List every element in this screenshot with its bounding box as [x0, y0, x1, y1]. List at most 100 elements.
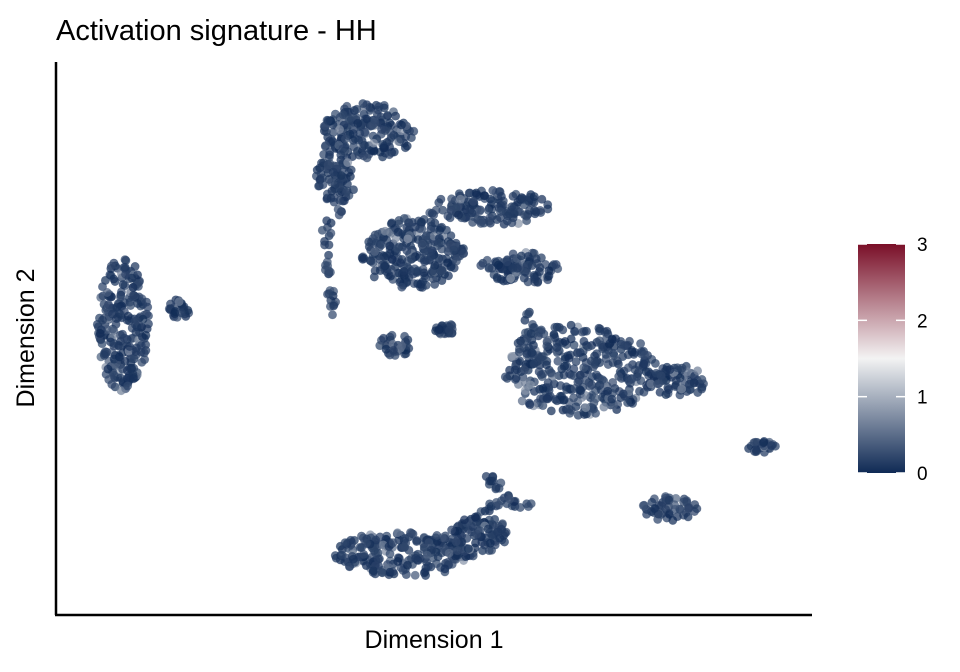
- data-point: [636, 376, 646, 386]
- colorbar-ticks: 0 1 2 3: [858, 235, 928, 485]
- data-point: [361, 538, 371, 548]
- data-point: [387, 218, 397, 228]
- data-point: [656, 371, 666, 381]
- data-point: [402, 141, 412, 151]
- data-point: [364, 237, 374, 247]
- data-point: [514, 347, 524, 357]
- data-point: [176, 308, 186, 318]
- data-point: [538, 401, 548, 411]
- data-point: [141, 330, 151, 340]
- data-point: [327, 137, 337, 147]
- data-point: [623, 398, 633, 408]
- data-point: [510, 374, 520, 384]
- data-point: [370, 115, 380, 125]
- data-point: [136, 340, 146, 350]
- data-point: [517, 396, 527, 406]
- data-point: [123, 381, 133, 391]
- data-point: [493, 260, 503, 270]
- data-point: [529, 192, 539, 202]
- data-point: [325, 150, 335, 160]
- data-point: [97, 339, 107, 349]
- data-point: [400, 533, 410, 543]
- data-point: [493, 527, 503, 537]
- data-point: [98, 315, 108, 325]
- points-layer: [92, 99, 780, 580]
- data-point: [446, 206, 456, 216]
- data-point: [353, 118, 363, 128]
- data-point: [412, 536, 422, 546]
- data-point: [534, 367, 544, 377]
- data-point: [562, 385, 572, 395]
- data-point: [329, 301, 339, 311]
- data-point: [114, 341, 124, 351]
- data-point: [375, 255, 385, 265]
- data-point: [359, 140, 369, 150]
- data-point: [107, 379, 117, 389]
- data-point: [664, 385, 674, 395]
- data-point: [530, 274, 540, 284]
- data-point: [618, 389, 628, 399]
- data-point: [410, 222, 420, 232]
- data-point: [437, 276, 447, 286]
- data-point: [370, 247, 380, 257]
- data-point: [420, 257, 430, 267]
- data-point: [369, 138, 379, 148]
- data-point: [317, 225, 327, 235]
- data-point: [599, 402, 609, 412]
- data-point: [129, 290, 139, 300]
- y-axis-title: Dimension 2: [12, 269, 40, 408]
- data-point: [543, 394, 553, 404]
- data-point: [335, 125, 345, 135]
- data-point: [380, 261, 390, 271]
- data-point: [669, 500, 679, 510]
- data-point: [341, 188, 351, 198]
- x-axis-title: Dimension 1: [365, 626, 504, 654]
- data-point: [405, 528, 415, 538]
- data-point: [551, 259, 561, 269]
- data-point: [126, 300, 136, 310]
- data-point: [507, 351, 517, 361]
- data-point: [399, 266, 409, 276]
- data-point: [388, 345, 398, 355]
- data-point: [395, 258, 405, 268]
- data-point: [434, 238, 444, 248]
- data-point: [636, 339, 646, 349]
- data-point: [393, 556, 403, 566]
- data-point: [759, 438, 769, 448]
- data-point: [116, 386, 126, 396]
- data-point: [327, 310, 337, 320]
- data-point: [559, 395, 569, 405]
- data-point: [98, 282, 108, 292]
- data-point: [373, 554, 383, 564]
- data-point: [419, 568, 429, 578]
- data-point: [476, 218, 486, 228]
- data-point: [697, 374, 707, 384]
- data-point: [463, 544, 473, 554]
- data-point: [601, 349, 611, 359]
- data-point: [592, 349, 602, 359]
- data-point: [427, 266, 437, 276]
- data-point: [581, 326, 591, 336]
- data-point: [538, 383, 548, 393]
- data-point: [355, 542, 365, 552]
- data-point: [578, 352, 588, 362]
- data-point: [106, 261, 116, 271]
- data-point: [677, 384, 687, 394]
- data-point: [410, 570, 420, 580]
- data-point: [595, 380, 605, 390]
- data-point: [591, 394, 601, 404]
- data-point: [485, 538, 495, 548]
- data-point: [324, 289, 334, 299]
- data-point: [525, 400, 535, 410]
- data-point: [494, 186, 504, 196]
- data-point: [585, 381, 595, 391]
- data-point: [608, 377, 618, 387]
- data-point: [131, 346, 141, 356]
- data-point: [519, 273, 529, 283]
- data-point: [542, 341, 552, 351]
- data-point: [507, 202, 517, 212]
- data-point: [317, 173, 327, 183]
- data-point: [118, 280, 128, 290]
- data-point: [697, 384, 707, 394]
- data-point: [519, 365, 529, 375]
